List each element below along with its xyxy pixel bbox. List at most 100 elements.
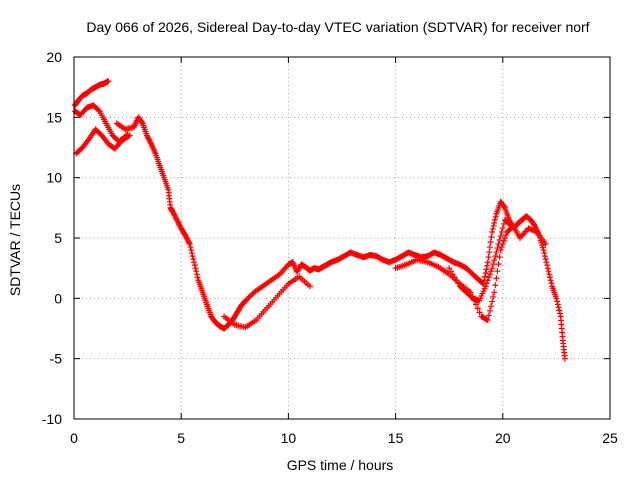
x-tick-labels: 0 5 10 15 20 25 [70, 430, 618, 446]
x-tick-label: 0 [70, 430, 78, 446]
x-tick-label: 20 [495, 430, 511, 446]
data-point [544, 262, 551, 269]
y-tick-label: 0 [54, 290, 62, 306]
data-point [496, 254, 503, 261]
data-point [483, 266, 490, 273]
data-point [490, 293, 497, 300]
data-point [494, 245, 501, 252]
data-point [495, 261, 502, 268]
data-point [496, 237, 503, 244]
series-lower-loop [221, 273, 313, 331]
data-point [485, 274, 492, 281]
data-point [490, 222, 497, 229]
series-track-b [72, 102, 131, 145]
data-point [488, 268, 495, 275]
data-point [501, 235, 508, 241]
x-axis-title: GPS time / hours [287, 457, 394, 473]
data-point [556, 310, 563, 317]
data-point [483, 280, 490, 287]
data-point [485, 312, 492, 319]
data-point [138, 119, 145, 126]
data-point [542, 256, 549, 263]
data-point [548, 280, 555, 287]
data-point [474, 305, 481, 312]
data-point [500, 238, 507, 245]
series-track-a [72, 78, 112, 109]
data-point [489, 265, 496, 272]
data-point [541, 253, 548, 260]
data-point [191, 262, 198, 269]
data-point [540, 247, 547, 254]
x-tick-label: 15 [388, 430, 404, 446]
data-point [95, 107, 102, 114]
data-point [485, 254, 492, 261]
data-point [491, 257, 498, 264]
data-point [500, 220, 507, 227]
data-point [449, 271, 456, 278]
data-point [499, 224, 506, 231]
data-point [491, 289, 498, 296]
data-point [493, 249, 500, 256]
data-point [495, 241, 502, 248]
y-tick-label: -5 [50, 351, 63, 367]
data-point [306, 283, 313, 290]
data-marks [72, 78, 568, 362]
data-point [486, 244, 493, 251]
data-point [188, 250, 195, 257]
data-point [501, 203, 508, 210]
data-point [507, 221, 514, 228]
data-point [191, 259, 198, 266]
data-point [497, 247, 504, 254]
data-point [486, 249, 493, 256]
y-tick-labels: -10 -5 0 5 10 15 20 [42, 49, 62, 427]
data-point [188, 247, 195, 254]
data-point [490, 261, 497, 268]
data-point [484, 317, 491, 324]
data-point [487, 239, 494, 246]
data-point [453, 277, 460, 284]
data-point [484, 259, 491, 266]
data-point [497, 232, 504, 239]
series-main [113, 114, 568, 362]
data-point [126, 132, 133, 139]
data-point [541, 250, 548, 257]
data-point [190, 256, 197, 263]
data-point [484, 277, 491, 284]
data-point [482, 269, 489, 276]
data-point [492, 213, 499, 220]
data-point [484, 262, 491, 269]
data-point [508, 222, 515, 229]
data-point [486, 271, 493, 278]
data-point [482, 283, 489, 290]
data-point [455, 280, 462, 287]
data-point [489, 298, 496, 305]
x-tick-label: 5 [177, 430, 185, 446]
data-point [492, 282, 499, 289]
data-point [542, 241, 549, 248]
data-point [561, 355, 568, 362]
data-point [546, 274, 553, 281]
data-point [494, 268, 501, 275]
data-point [492, 253, 499, 260]
x-tick-label: 10 [281, 430, 297, 446]
data-point [488, 303, 495, 310]
data-point [486, 307, 493, 314]
data-point [543, 259, 550, 266]
data-point [498, 244, 505, 251]
data-point [545, 268, 552, 275]
data-point [489, 225, 496, 232]
data-point [544, 265, 551, 272]
y-tick-label: 10 [46, 170, 62, 186]
data-point [553, 295, 560, 302]
data-point [193, 268, 200, 275]
series-track-c [73, 126, 133, 157]
y-axis-title: SDTVAR / TECUs [7, 184, 23, 296]
data-point [193, 271, 200, 278]
data-point [476, 309, 483, 316]
data-point [481, 273, 488, 280]
data-point [547, 277, 554, 284]
data-point [194, 274, 201, 281]
y-tick-label: -10 [42, 411, 62, 427]
data-point [105, 78, 112, 85]
data-point [189, 253, 196, 260]
